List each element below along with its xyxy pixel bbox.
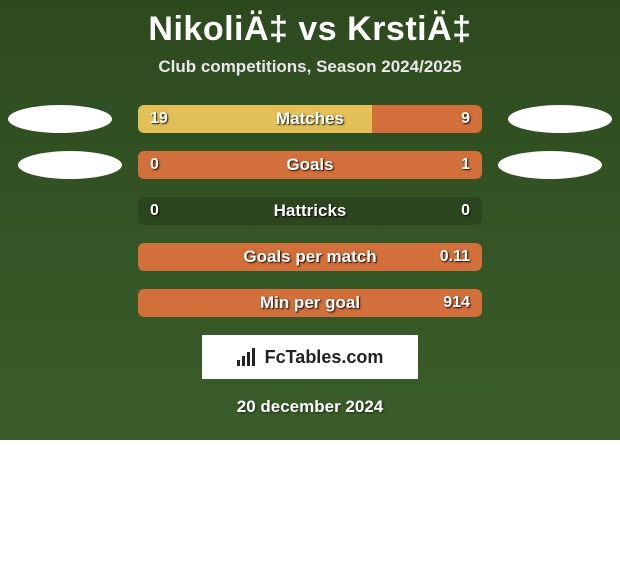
avatar-placeholder-left: [8, 105, 112, 133]
comparison-card: NikoliÄ‡ vs KrstiÄ‡ Club competitions, S…: [0, 0, 620, 440]
stat-bar: 00Hattricks: [138, 197, 482, 225]
avatar-placeholder-left: [18, 151, 122, 179]
stat-row: 01Goals: [0, 151, 620, 179]
stat-label: Min per goal: [138, 289, 482, 317]
stat-bar: 0.11Goals per match: [138, 243, 482, 271]
stat-rows: 199Matches 01Goals 00Hattricks 0.11Goals pe…: [0, 105, 620, 317]
stat-label: Goals per match: [138, 243, 482, 271]
source-logo: FcTables.com: [202, 335, 418, 379]
stat-label: Goals: [138, 151, 482, 179]
stat-row: 199Matches: [0, 105, 620, 133]
bars-icon: [237, 348, 259, 366]
avatar-placeholder-right: [508, 105, 612, 133]
stat-bar: 199Matches: [138, 105, 482, 133]
stat-label: Matches: [138, 105, 482, 133]
stat-bar: 914Min per goal: [138, 289, 482, 317]
stat-bar: 01Goals: [138, 151, 482, 179]
page-title: NikoliÄ‡ vs KrstiÄ‡: [0, 0, 620, 49]
avatar-placeholder-right: [498, 151, 602, 179]
date-label: 20 december 2024: [0, 397, 620, 417]
stat-row: 00Hattricks: [0, 197, 620, 225]
subtitle: Club competitions, Season 2024/2025: [0, 57, 620, 77]
stat-row: 0.11Goals per match: [0, 243, 620, 271]
logo-text: FcTables.com: [265, 347, 384, 368]
stat-label: Hattricks: [138, 197, 482, 225]
stat-row: 914Min per goal: [0, 289, 620, 317]
